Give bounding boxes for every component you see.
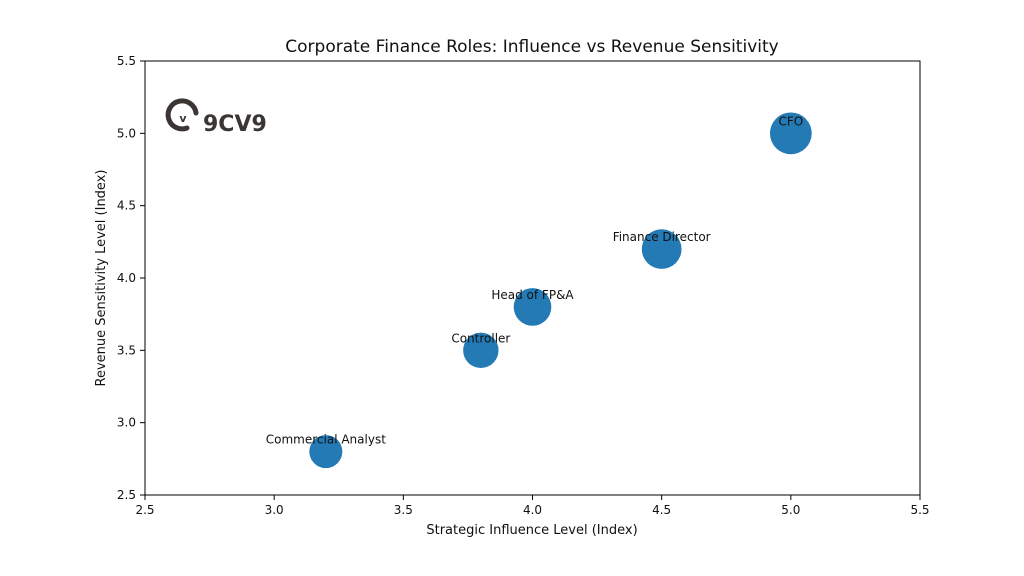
data-point (641, 229, 682, 269)
data-point (463, 332, 499, 369)
y-axis-label: Revenue Sensitivity Level (Index) (94, 170, 109, 387)
logo: v 9CV9 (165, 98, 267, 137)
point-label: Head of FP&A (491, 288, 574, 302)
point-labels: Commercial Analyst Controller Head of FP&A… (266, 114, 803, 446)
x-tick-label: 4.5 (652, 503, 671, 517)
data-point (309, 435, 343, 469)
y-tick-label: 5.5 (117, 54, 136, 68)
point-label: Commercial Analyst (266, 433, 386, 447)
chart-title: Corporate Finance Roles: Influence vs Re… (285, 37, 778, 57)
data-point (769, 112, 812, 155)
x-tick-label: 3.5 (394, 503, 413, 517)
logo-text: 9CV9 (203, 112, 267, 137)
y-tick-label: 2.5 (117, 488, 136, 502)
y-tick-label: 3.0 (117, 416, 136, 430)
y-tick-label: 5.0 (117, 126, 136, 140)
point-label: Finance Director (613, 230, 711, 244)
data-points (309, 112, 812, 469)
y-tick-label: 3.5 (117, 343, 136, 357)
x-tick-label: 5.0 (781, 503, 800, 517)
data-point (513, 288, 552, 326)
x-axis-label: Strategic Influence Level (Index) (426, 523, 637, 538)
y-axis-ticks: 2.5 3.0 3.5 4.0 4.5 5.0 5.5 (117, 54, 145, 502)
x-tick-label: 3.0 (265, 503, 284, 517)
x-tick-label: 5.5 (910, 503, 929, 517)
x-axis-ticks: 2.5 3.0 3.5 4.0 4.5 5.0 5.5 (135, 495, 930, 517)
y-tick-label: 4.0 (117, 271, 136, 285)
svg-text:v: v (179, 112, 187, 125)
point-label: Controller (451, 331, 510, 345)
x-tick-label: 4.0 (523, 503, 542, 517)
x-tick-label: 2.5 (135, 503, 154, 517)
point-label: CFO (778, 114, 803, 128)
y-tick-label: 4.5 (117, 199, 136, 213)
9cv9-logo-icon: v (165, 98, 199, 132)
